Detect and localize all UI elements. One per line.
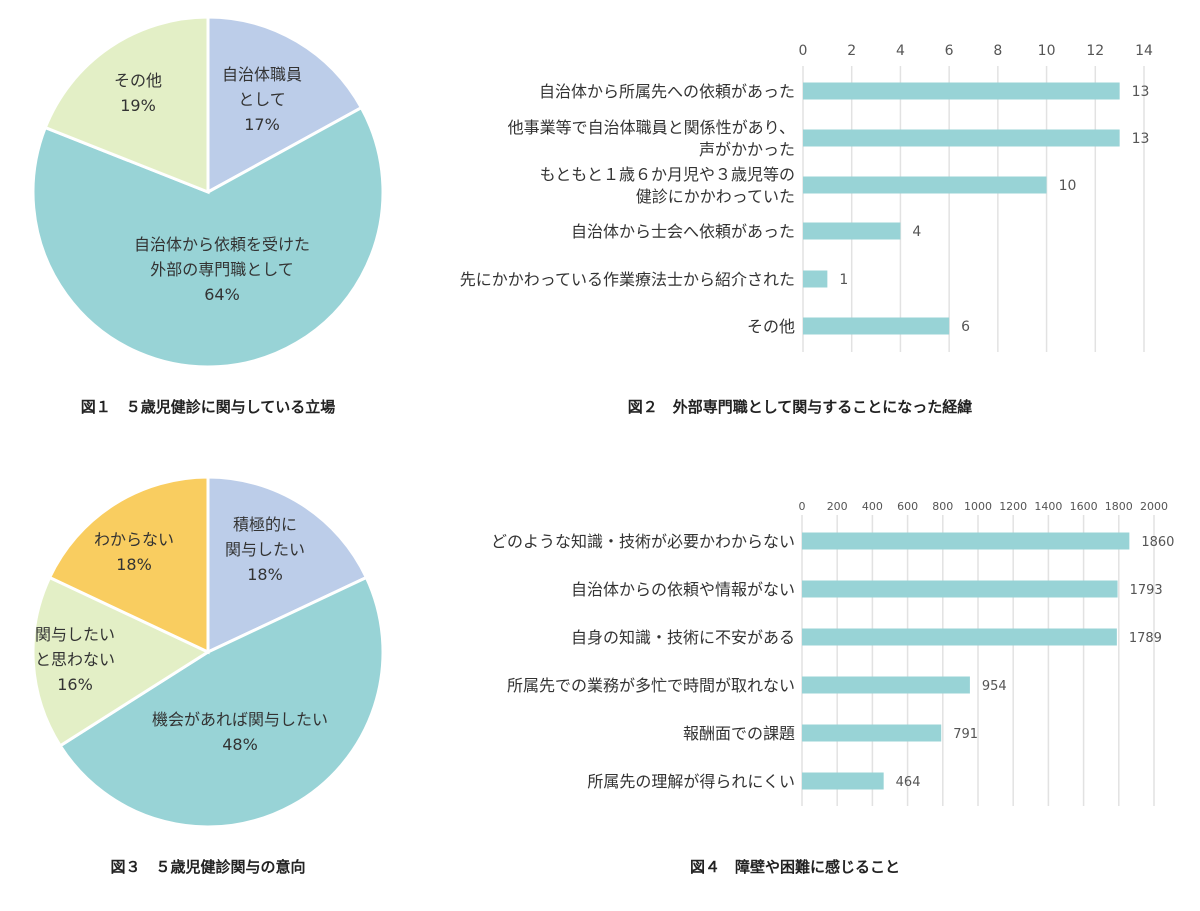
slice-percent: 17% bbox=[244, 115, 280, 134]
tick-label: 600 bbox=[897, 500, 918, 513]
pie-slice bbox=[31, 105, 385, 369]
category-label: 健診にかかわっていた bbox=[636, 187, 795, 206]
category-label: 報酬面での課題 bbox=[683, 724, 795, 743]
category-label: 自治体からの依頼や情報がない bbox=[571, 580, 795, 599]
data-label: 1793 bbox=[1130, 583, 1163, 598]
tick-label: 1800 bbox=[1105, 500, 1133, 513]
bar bbox=[803, 129, 1120, 147]
data-label: 13 bbox=[1132, 131, 1150, 147]
tick-label: 4 bbox=[896, 43, 905, 59]
bar bbox=[803, 270, 828, 288]
tick-label: 200 bbox=[827, 500, 848, 513]
bar bbox=[802, 676, 970, 694]
data-label: 1860 bbox=[1141, 535, 1174, 550]
slice-label: その他 bbox=[114, 71, 162, 90]
bar bbox=[802, 628, 1117, 646]
slice-percent: 64% bbox=[204, 285, 240, 304]
slice-label: として bbox=[238, 90, 286, 109]
category-label: 先にかかわっている作業療法士から紹介された bbox=[460, 270, 795, 289]
pie-chart-0 bbox=[31, 15, 385, 369]
category-label: 自治体から士会へ依頼があった bbox=[571, 222, 795, 241]
tick-label: 14 bbox=[1135, 43, 1153, 59]
slice-label: 機会があれば関与したい bbox=[152, 710, 328, 729]
data-label: 1 bbox=[839, 272, 848, 288]
category-label: もともと１歳６か月児や３歳児等の bbox=[540, 165, 795, 184]
pie-slice bbox=[31, 575, 212, 748]
bar bbox=[802, 532, 1130, 550]
category-label: 自治体から所属先への依頼があった bbox=[539, 82, 795, 101]
slice-percent: 48% bbox=[222, 735, 258, 754]
figure4-caption: 図４ 障壁や困難に感じること bbox=[689, 858, 901, 876]
pie-slice bbox=[206, 475, 369, 655]
slice-label: 外部の専門職として bbox=[150, 260, 294, 279]
bar bbox=[802, 772, 884, 790]
pie-slice bbox=[58, 575, 385, 829]
category-label: 声がかかった bbox=[699, 140, 795, 159]
slice-percent: 16% bbox=[57, 675, 93, 694]
slice-percent: 18% bbox=[247, 565, 283, 584]
category-label: どのような知識・技術が必要かわからない bbox=[491, 532, 795, 551]
data-label: 791 bbox=[953, 727, 978, 742]
tick-label: 800 bbox=[932, 500, 953, 513]
bar bbox=[803, 82, 1120, 100]
slice-percent: 19% bbox=[120, 96, 156, 115]
figure2-caption: 図２ 外部専門職として関与することになった経緯 bbox=[627, 398, 973, 416]
slice-label: わからない bbox=[94, 530, 174, 549]
tick-label: 2000 bbox=[1140, 500, 1168, 513]
slice-label: 関与したい bbox=[35, 625, 115, 644]
tick-label: 0 bbox=[799, 43, 808, 59]
tick-label: 8 bbox=[993, 43, 1002, 59]
pie-slice bbox=[43, 15, 210, 195]
data-label: 4 bbox=[912, 224, 921, 240]
data-label: 6 bbox=[961, 319, 970, 335]
tick-label: 0 bbox=[799, 500, 806, 513]
tick-label: 1400 bbox=[1034, 500, 1062, 513]
bar bbox=[803, 176, 1047, 194]
figure3-caption: 図３ ５歳児健診関与の意向 bbox=[110, 858, 306, 876]
slice-label: と思わない bbox=[35, 650, 115, 669]
tick-label: 10 bbox=[1038, 43, 1056, 59]
data-label: 954 bbox=[982, 679, 1007, 694]
slice-label: 自治体から依頼を受けた bbox=[134, 235, 310, 254]
tick-label: 6 bbox=[945, 43, 954, 59]
category-label: 自身の知識・技術に不安がある bbox=[571, 628, 795, 647]
figure1-caption: 図１ ５歳児健診に関与している立場 bbox=[80, 398, 336, 416]
pie-slice bbox=[206, 15, 364, 195]
bar bbox=[803, 222, 901, 240]
tick-label: 1600 bbox=[1070, 500, 1098, 513]
tick-label: 400 bbox=[862, 500, 883, 513]
bar bbox=[802, 724, 942, 742]
data-label: 13 bbox=[1132, 84, 1150, 100]
bar bbox=[803, 317, 950, 335]
category-label: 他事業等で自治体職員と関係性があり、 bbox=[508, 118, 795, 137]
tick-label: 1000 bbox=[964, 500, 992, 513]
pie-chart-2 bbox=[31, 475, 385, 829]
data-label: 464 bbox=[896, 775, 921, 790]
bar bbox=[802, 580, 1118, 598]
tick-label: 1200 bbox=[999, 500, 1027, 513]
slice-percent: 18% bbox=[116, 555, 152, 574]
slice-label: 自治体職員 bbox=[222, 65, 302, 84]
category-label: 所属先の理解が得られにくい bbox=[587, 772, 795, 791]
pie-slice bbox=[47, 475, 210, 655]
tick-label: 2 bbox=[847, 43, 856, 59]
tick-label: 12 bbox=[1086, 43, 1104, 59]
category-label: その他 bbox=[747, 317, 795, 336]
data-label: 1789 bbox=[1129, 631, 1162, 646]
slice-label: 積極的に bbox=[233, 515, 297, 534]
category-label: 所属先での業務が多忙で時間が取れない bbox=[507, 676, 795, 695]
data-label: 10 bbox=[1059, 178, 1077, 194]
slice-label: 関与したい bbox=[225, 540, 305, 559]
